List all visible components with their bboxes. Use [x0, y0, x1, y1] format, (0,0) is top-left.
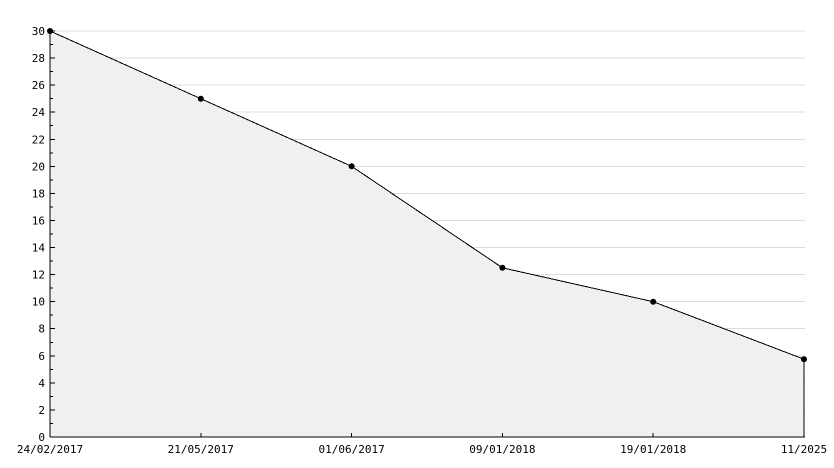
y-axis-tick-label: 14: [32, 242, 46, 255]
x-axis-tick-label: 19/01/2018: [620, 443, 686, 456]
y-axis-tick-label: 18: [32, 187, 45, 200]
data-point-marker: [650, 298, 657, 305]
data-point-marker: [801, 356, 807, 363]
y-axis-tick-label: 28: [32, 52, 45, 65]
x-axis-tick-label: 24/02/2017: [17, 443, 83, 456]
data-point-marker: [197, 95, 204, 102]
y-axis-tick-label: 22: [32, 133, 45, 146]
y-axis-tick-label: 10: [32, 296, 45, 309]
y-axis-tick-label: 24: [32, 106, 46, 119]
data-point-marker: [348, 163, 355, 170]
y-axis-tick-label: 16: [32, 214, 45, 227]
y-axis-tick-label: 30: [32, 25, 45, 38]
y-axis-tick-label: 20: [32, 160, 45, 173]
y-axis-tick-label: 4: [38, 377, 45, 390]
data-point-marker: [499, 264, 506, 271]
y-axis-tick-label: 26: [32, 79, 45, 92]
x-axis-tick-label: 09/01/2018: [469, 443, 535, 456]
y-axis-tick-label: 8: [38, 323, 45, 336]
y-axis-tick-label: 2: [38, 404, 45, 417]
x-axis-tick-label: 21/05/2017: [168, 443, 234, 456]
y-axis-tick-label: 6: [38, 350, 45, 363]
series-area: [50, 31, 804, 437]
y-axis-tick-label: 12: [32, 269, 45, 282]
x-axis-tick-label: 01/06/2017: [318, 443, 384, 456]
y-axis-tick-label: 0: [38, 431, 45, 444]
x-axis-tick-label: 11/2025: [781, 443, 827, 456]
